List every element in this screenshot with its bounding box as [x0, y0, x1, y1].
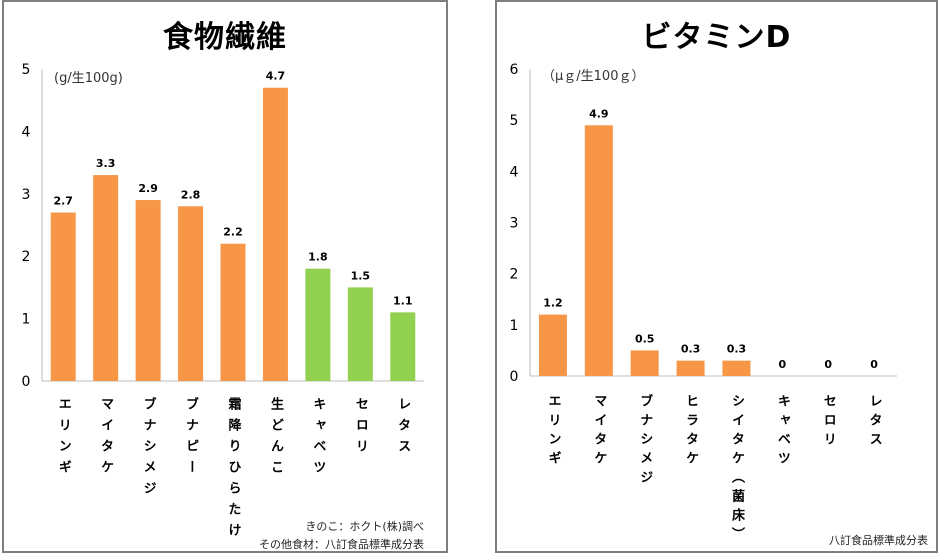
fiber-category-label: エリンギ	[56, 397, 72, 481]
fiber-value-label: 1.5	[351, 269, 371, 282]
fiber-chart-title: 食物繊維	[163, 20, 287, 55]
fiber-y-tick-label: 0	[22, 374, 31, 390]
fiber-category-label: ブナシメジ	[141, 396, 157, 502]
vitamin-d-value-label: 0	[870, 358, 878, 371]
fiber-y-tick-label: 4	[22, 124, 31, 140]
vitamin-d-chart-panel: ビタミンD 0 1 2 3 4 5 6 （μｇ/生100ｇ） 1.2 エリンギ 4.9 マイタケ 0.5…	[495, 0, 938, 553]
fiber-value-label: 4.7	[266, 70, 286, 83]
fiber-unit-label: (g/生100g)	[54, 71, 123, 86]
vitamin-d-value-label: 0	[824, 358, 832, 371]
fiber-category-label: マイタケ	[98, 397, 114, 481]
vitamin-d-value-label: 0	[778, 358, 786, 371]
vitamin-d-value-label: 1.2	[543, 297, 563, 310]
vitamin-d-value-label: 0.5	[635, 332, 655, 345]
vitamin-d-category-label: エリンギ	[545, 394, 561, 470]
fiber-chart-panel: 食物繊維 0 1 2 3 4 5 (g/生100g) 2.7 エリンギ 3.3 マイタケ 2.9 ブナシ…	[2, 0, 448, 553]
fiber-bar	[135, 200, 161, 381]
fiber-source-line-1: きのこ：ホクト(株)調べ	[305, 520, 424, 533]
vitamin-d-chart: 0 1 2 3 4 5 6 （μｇ/生100ｇ） 1.2 エリンギ 4.9 マイタケ 0.5 ブナシメジ 0…	[510, 62, 897, 546]
fiber-bar	[178, 206, 204, 381]
vitamin-d-source-line: 八訂食品標準成分表	[829, 534, 928, 547]
vitamin-d-category-label: ブナシメジ	[637, 393, 653, 489]
fiber-bar	[347, 287, 373, 381]
fiber-category-label: ブナピー	[183, 396, 198, 481]
fiber-bar	[262, 87, 288, 381]
vitamin-d-y-tick-label: 2	[510, 267, 519, 283]
vitamin-d-category-label: マイタケ	[591, 394, 607, 470]
fiber-value-label: 2.8	[181, 188, 201, 201]
vitamin-d-category-label: レタス	[867, 394, 883, 451]
fiber-category-label: 生どんこ	[268, 396, 284, 481]
fiber-value-label: 2.2	[223, 226, 243, 239]
vitamin-d-category-label: ヒラタケ	[683, 394, 699, 470]
fiber-value-label: 3.3	[96, 157, 116, 170]
fiber-category-label: キャベツ	[310, 397, 326, 481]
vitamin-d-category-label: シイタケ（菌床）	[729, 394, 746, 546]
vitamin-d-value-label: 4.9	[589, 107, 609, 120]
vitamin-d-unit-label: （μｇ/生100ｇ）	[542, 69, 644, 84]
fiber-category-label: レタス	[395, 397, 411, 460]
fiber-source-line-2: その他食材：八訂食品標準成分表	[259, 538, 424, 551]
vitamin-d-bar	[584, 125, 613, 377]
vitamin-d-y-tick-label: 0	[510, 369, 519, 385]
fiber-bar	[305, 268, 331, 381]
vitamin-d-chart-title: ビタミンD	[641, 20, 792, 55]
vitamin-d-bar	[538, 314, 567, 376]
fiber-value-label: 2.7	[53, 195, 73, 208]
fiber-y-tick-label: 1	[22, 312, 31, 328]
vitamin-d-y-tick-label: 6	[510, 62, 519, 78]
fiber-value-label: 2.9	[138, 182, 158, 195]
fiber-y-tick-label: 2	[22, 249, 31, 265]
vitamin-d-category-label: キャベツ	[775, 394, 791, 470]
vitamin-d-bar	[630, 350, 659, 376]
fiber-y-tick-label: 5	[22, 62, 31, 78]
fiber-bar	[50, 212, 76, 381]
fiber-value-label: 1.1	[393, 294, 413, 307]
vitamin-d-bar	[722, 360, 751, 376]
vitamin-d-y-tick-label: 3	[510, 216, 519, 232]
fiber-y-tick-label: 3	[22, 187, 31, 203]
fiber-category-label: 霜降りひらたけ	[226, 397, 243, 544]
vitamin-d-y-tick-label: 4	[510, 164, 519, 180]
vitamin-d-y-tick-label: 1	[510, 318, 519, 334]
fiber-bar	[390, 312, 416, 381]
fiber-value-label: 1.8	[308, 251, 328, 264]
vitamin-d-category-label: セロリ	[821, 394, 837, 451]
vitamin-d-value-label: 0.3	[681, 343, 701, 356]
vitamin-d-bar	[676, 360, 705, 376]
vitamin-d-value-label: 0.3	[727, 343, 747, 356]
fiber-category-label: セロリ	[353, 397, 369, 460]
vitamin-d-y-tick-label: 5	[510, 113, 519, 129]
fiber-bar	[93, 175, 119, 381]
fiber-chart: 0 1 2 3 4 5 (g/生100g) 2.7 エリンギ 3.3 マイタケ 2.9 ブナシメジ 2.8…	[22, 62, 424, 544]
fiber-bar	[220, 243, 246, 381]
